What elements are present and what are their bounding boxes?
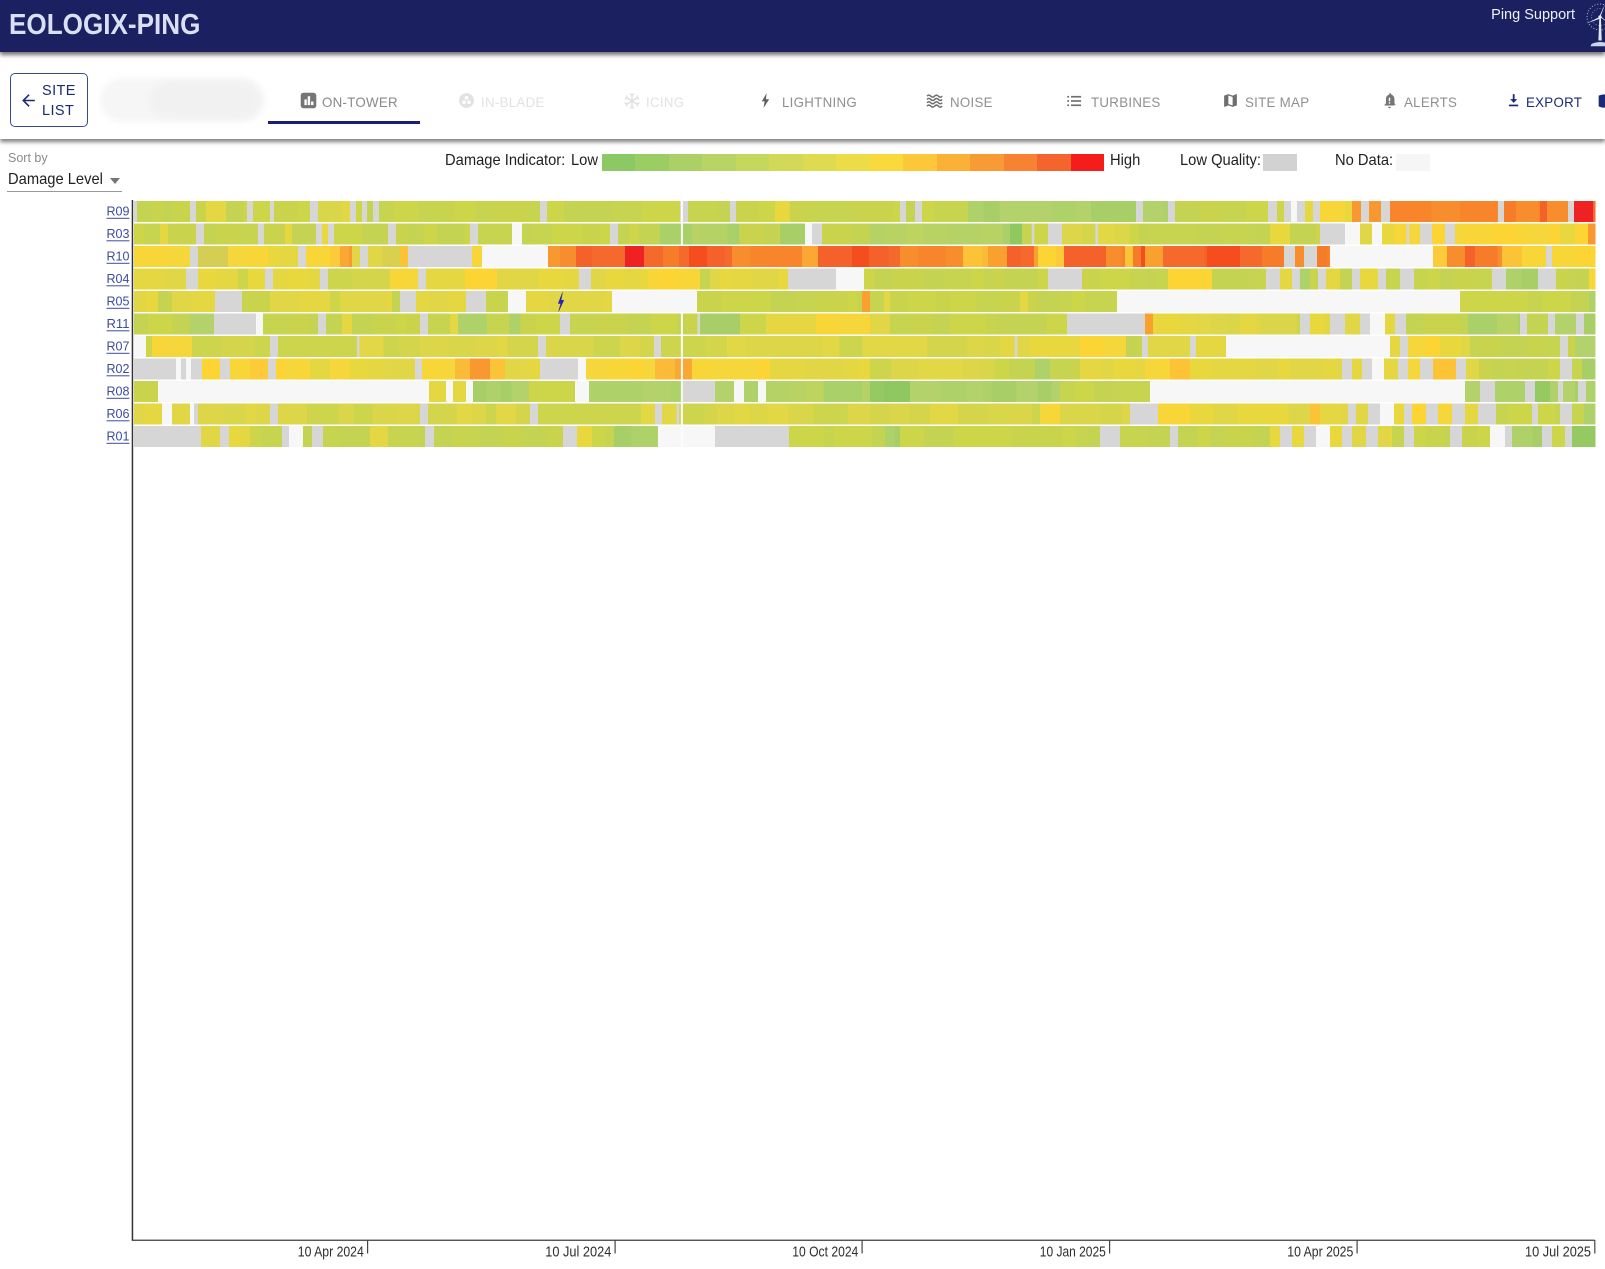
svg-text:R06: R06 (107, 407, 130, 421)
svg-text:R10: R10 (107, 250, 130, 264)
svg-text:10 Oct 2024: 10 Oct 2024 (792, 1244, 858, 1261)
svg-text:R02: R02 (107, 362, 130, 376)
svg-text:R04: R04 (107, 272, 130, 286)
svg-text:R01: R01 (107, 430, 130, 444)
svg-text:10 Apr 2024: 10 Apr 2024 (298, 1244, 364, 1261)
svg-text:10 Jul 2024: 10 Jul 2024 (545, 1244, 611, 1261)
svg-text:R08: R08 (107, 385, 130, 399)
svg-text:R09: R09 (107, 205, 130, 219)
svg-text:10 Apr 2025: 10 Apr 2025 (1287, 1244, 1353, 1261)
svg-text:10 Jan 2025: 10 Jan 2025 (1040, 1244, 1106, 1261)
svg-text:R05: R05 (107, 295, 130, 309)
svg-text:R03: R03 (107, 227, 130, 241)
svg-text:10 Jul 2025: 10 Jul 2025 (1525, 1244, 1591, 1261)
svg-text:R11: R11 (107, 317, 130, 331)
svg-text:R07: R07 (107, 340, 130, 354)
